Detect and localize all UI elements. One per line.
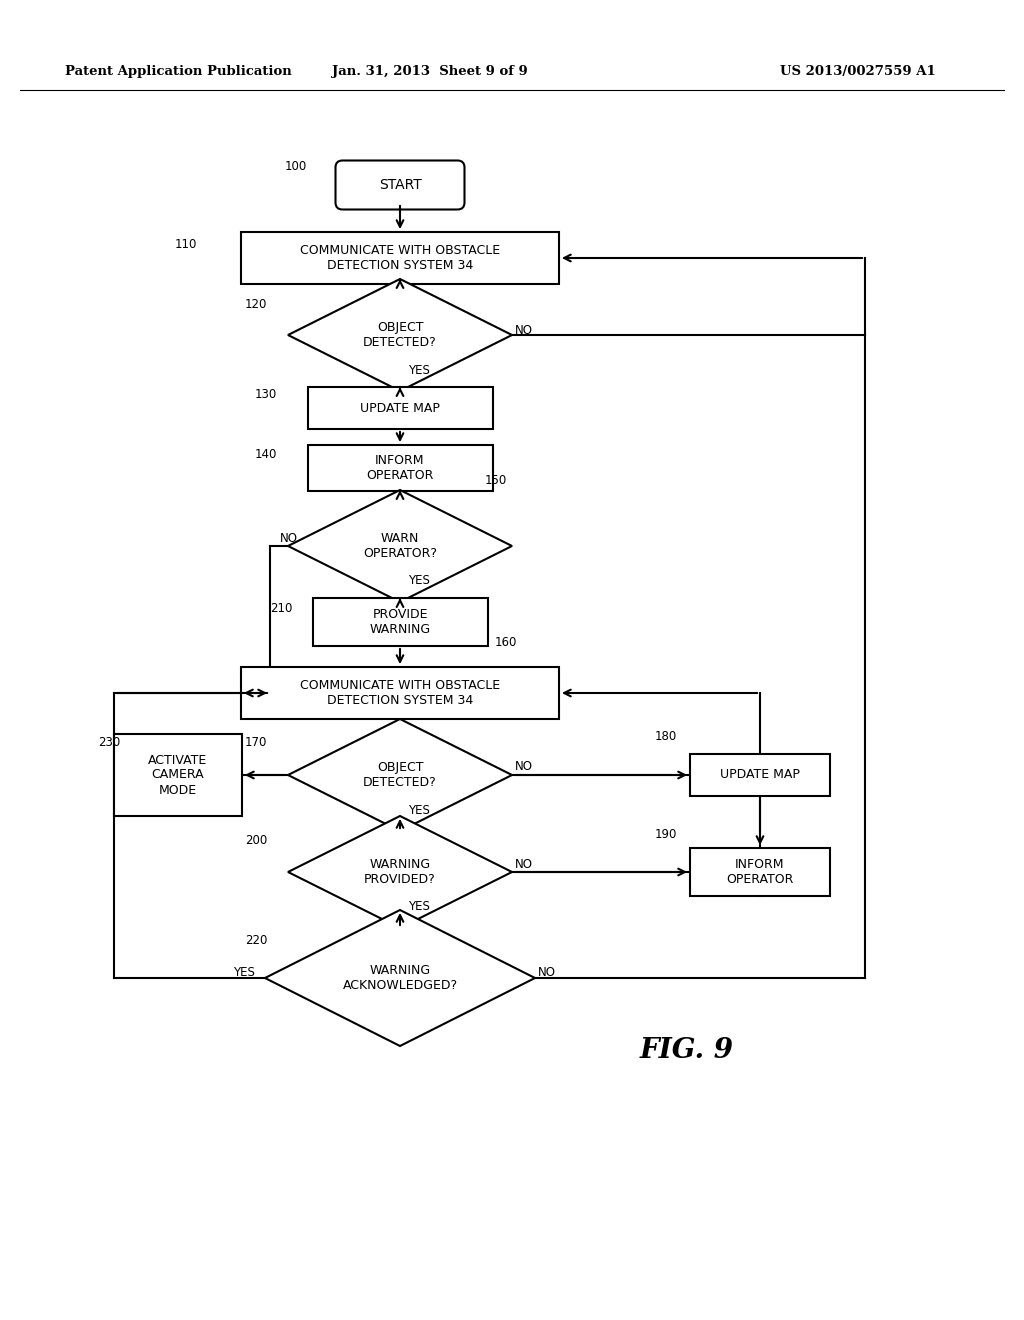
Text: 130: 130 <box>255 388 278 400</box>
Text: ACTIVATE
CAMERA
MODE: ACTIVATE CAMERA MODE <box>148 754 208 796</box>
FancyBboxPatch shape <box>690 754 830 796</box>
Text: US 2013/0027559 A1: US 2013/0027559 A1 <box>780 66 936 78</box>
Text: YES: YES <box>408 363 430 376</box>
Text: 220: 220 <box>245 933 267 946</box>
Text: OBJECT
DETECTED?: OBJECT DETECTED? <box>364 321 437 348</box>
Text: 190: 190 <box>655 828 677 841</box>
Text: YES: YES <box>233 966 255 979</box>
FancyBboxPatch shape <box>241 232 559 284</box>
FancyBboxPatch shape <box>690 847 830 896</box>
Text: UPDATE MAP: UPDATE MAP <box>360 401 440 414</box>
Text: 140: 140 <box>255 447 278 461</box>
Text: WARN
OPERATOR?: WARN OPERATOR? <box>362 532 437 560</box>
Text: NO: NO <box>515 858 534 870</box>
Text: 230: 230 <box>98 737 120 750</box>
Text: Jan. 31, 2013  Sheet 9 of 9: Jan. 31, 2013 Sheet 9 of 9 <box>332 66 528 78</box>
FancyBboxPatch shape <box>307 445 493 491</box>
Text: 210: 210 <box>270 602 293 615</box>
Text: NO: NO <box>538 966 556 979</box>
FancyBboxPatch shape <box>336 161 465 210</box>
Text: WARNING
PROVIDED?: WARNING PROVIDED? <box>365 858 436 886</box>
Text: 160: 160 <box>495 636 517 649</box>
Text: Patent Application Publication: Patent Application Publication <box>65 66 292 78</box>
Text: 120: 120 <box>245 298 267 312</box>
Polygon shape <box>288 490 512 602</box>
Text: NO: NO <box>515 323 534 337</box>
Text: PROVIDE
WARNING: PROVIDE WARNING <box>370 609 430 636</box>
Polygon shape <box>288 279 512 391</box>
Polygon shape <box>288 816 512 928</box>
Text: WARNING
ACKNOWLEDGED?: WARNING ACKNOWLEDGED? <box>342 964 458 993</box>
Text: YES: YES <box>408 574 430 587</box>
Text: FIG. 9: FIG. 9 <box>640 1036 734 1064</box>
Text: 150: 150 <box>485 474 507 487</box>
Text: OBJECT
DETECTED?: OBJECT DETECTED? <box>364 762 437 789</box>
Text: START: START <box>379 178 421 191</box>
Text: 110: 110 <box>175 238 198 251</box>
Text: COMMUNICATE WITH OBSTACLE
DETECTION SYSTEM 34: COMMUNICATE WITH OBSTACLE DETECTION SYST… <box>300 244 500 272</box>
Text: 170: 170 <box>245 737 267 750</box>
Polygon shape <box>265 909 535 1045</box>
FancyBboxPatch shape <box>114 734 242 816</box>
FancyBboxPatch shape <box>307 387 493 429</box>
Text: COMMUNICATE WITH OBSTACLE
DETECTION SYSTEM 34: COMMUNICATE WITH OBSTACLE DETECTION SYST… <box>300 678 500 708</box>
Text: 180: 180 <box>655 730 677 743</box>
Text: NO: NO <box>515 760 534 774</box>
Text: INFORM
OPERATOR: INFORM OPERATOR <box>726 858 794 886</box>
Text: NO: NO <box>280 532 298 544</box>
Text: 100: 100 <box>285 161 307 173</box>
Text: INFORM
OPERATOR: INFORM OPERATOR <box>367 454 434 482</box>
Polygon shape <box>288 719 512 832</box>
Text: YES: YES <box>408 900 430 913</box>
FancyBboxPatch shape <box>241 667 559 719</box>
Text: YES: YES <box>408 804 430 817</box>
FancyBboxPatch shape <box>312 598 487 645</box>
Text: UPDATE MAP: UPDATE MAP <box>720 768 800 781</box>
Text: 200: 200 <box>245 833 267 846</box>
